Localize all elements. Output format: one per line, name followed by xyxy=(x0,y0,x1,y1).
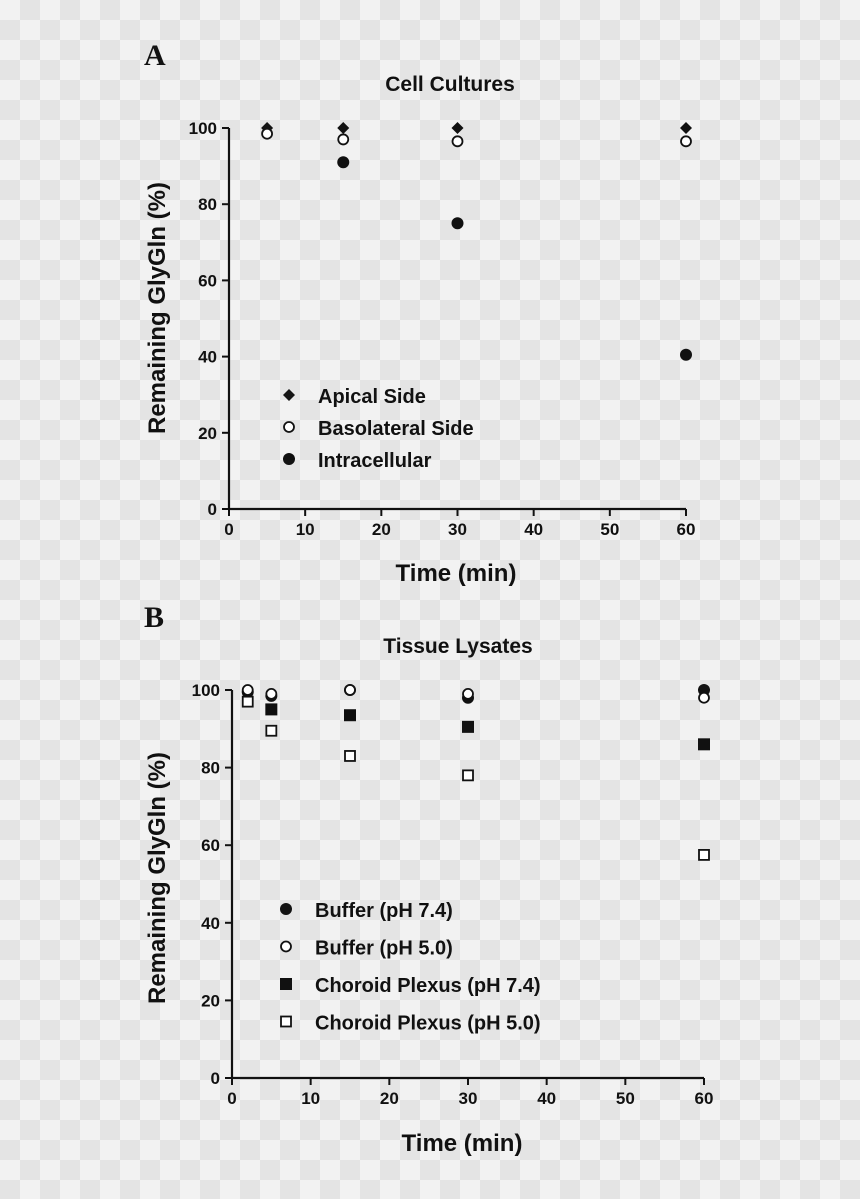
panel-a-y-tick-label: 0 xyxy=(208,500,217,519)
panel-a-x-tick-label: 30 xyxy=(448,520,467,539)
panel-b-legend-label: Buffer (pH 7.4) xyxy=(315,900,453,922)
panel-a-x-tick-label: 0 xyxy=(224,520,233,539)
panel-b-data-point xyxy=(344,709,356,722)
panel-a-legend-label: Apical Side xyxy=(318,386,426,408)
panel-b-x-axis-label: Time (min) xyxy=(402,1130,523,1157)
panel-b-letter: B xyxy=(144,601,164,634)
panel-a-y-tick-label: 60 xyxy=(198,271,217,290)
panel-a-data-point xyxy=(337,122,350,134)
panel-b-data-point xyxy=(241,684,254,696)
panel-b-data-point xyxy=(462,687,474,700)
panel-b-y-tick-label: 100 xyxy=(192,681,220,700)
panel-a-x-tick-label: 50 xyxy=(600,520,619,539)
panel-b-legend-label: Choroid Plexus (pH 7.4) xyxy=(315,975,541,997)
panel-a-ticks: 0 10 20 30 40 50 60 0 20 40 60 80 100 xyxy=(189,119,696,539)
panel-a-x-axis-label: Time (min) xyxy=(396,560,517,587)
panel-b-legend-label: Buffer (pH 5.0) xyxy=(315,938,453,960)
panel-a-marks xyxy=(261,122,692,361)
panel-b: B Tissue Lysates Time (min) Remaining Gl… xyxy=(144,601,713,1157)
panel-b-legend-marker xyxy=(280,1015,292,1028)
panel-b-legend-marker xyxy=(280,940,292,953)
panel-a-data-point xyxy=(261,127,273,140)
panel-a-data-point xyxy=(680,122,692,134)
panel-b-legend-marker xyxy=(280,978,292,990)
panel-a-legend-label: Intracellular xyxy=(318,450,432,472)
panel-a-x-tick-label: 20 xyxy=(372,520,391,539)
panel-a: A Cell Cultures Time (min) Remaining Gly… xyxy=(144,39,695,587)
panel-b-data-point xyxy=(698,691,710,704)
panel-b-data-point xyxy=(698,738,710,751)
panel-a-y-tick-label: 100 xyxy=(189,119,217,138)
panel-a-data-point xyxy=(451,135,464,148)
panel-b-data-point xyxy=(265,703,278,716)
panel-a-y-tick-label: 40 xyxy=(198,348,217,367)
panel-a-y-axis-label: Remaining GlyGln (%) xyxy=(144,182,171,434)
panel-a-title: Cell Cultures xyxy=(385,73,515,96)
panel-b-y-tick-label: 80 xyxy=(201,759,220,778)
panel-b-data-point xyxy=(698,849,710,861)
panel-a-legend-marker xyxy=(283,421,295,433)
panel-a-legend-marker xyxy=(283,453,295,465)
panel-a-x-tick-label: 60 xyxy=(677,520,696,539)
panel-b-y-tick-label: 20 xyxy=(201,991,220,1010)
panel-b-x-tick-label: 0 xyxy=(227,1089,236,1108)
panel-b-y-axis-label: Remaining GlyGln (%) xyxy=(144,752,171,1004)
panel-b-x-tick-label: 30 xyxy=(459,1089,478,1108)
panel-b-data-point xyxy=(265,687,278,700)
panel-a-data-point xyxy=(680,348,692,361)
panel-a-legend-marker xyxy=(283,389,295,401)
panel-a-data-point xyxy=(337,133,350,146)
panel-b-legend-marker xyxy=(280,903,292,915)
panel-b-legend: Buffer (pH 7.4) Buffer (pH 5.0) Choroid Pl… xyxy=(280,900,541,1035)
panel-a-data-point xyxy=(337,156,350,169)
panel-b-title: Tissue Lysates xyxy=(383,635,532,658)
panel-a-x-tick-label: 10 xyxy=(296,520,315,539)
panel-b-legend-label: Choroid Plexus (pH 5.0) xyxy=(315,1013,541,1035)
panel-b-marks xyxy=(241,684,710,861)
panel-b-data-point xyxy=(265,724,278,737)
panel-b-x-tick-label: 10 xyxy=(301,1089,320,1108)
panel-b-data-point xyxy=(462,720,474,733)
panel-b-data-point xyxy=(241,695,254,708)
panel-b-ticks: 0 10 20 30 40 50 60 0 20 40 60 80 100 xyxy=(192,681,714,1108)
panel-b-y-tick-label: 0 xyxy=(211,1069,220,1088)
panel-b-x-tick-label: 20 xyxy=(380,1089,399,1108)
panel-a-y-tick-label: 80 xyxy=(198,195,217,214)
panel-a-y-tick-label: 20 xyxy=(198,424,217,443)
panel-b-data-point xyxy=(344,684,356,696)
panel-b-x-tick-label: 60 xyxy=(695,1089,714,1108)
panel-a-x-tick-label: 40 xyxy=(524,520,543,539)
panel-b-x-tick-label: 50 xyxy=(616,1089,635,1108)
panel-a-legend-label: Basolateral Side xyxy=(318,418,474,440)
panel-a-letter: A xyxy=(144,39,166,72)
panel-b-x-tick-label: 40 xyxy=(537,1089,556,1108)
panel-a-legend: Apical Side Basolateral Side Intracellular xyxy=(283,386,474,472)
panel-b-data-point xyxy=(462,769,474,782)
panel-b-y-tick-label: 60 xyxy=(201,836,220,855)
panel-b-data-point xyxy=(344,750,356,762)
panel-b-y-tick-label: 40 xyxy=(201,914,220,933)
panel-a-data-point xyxy=(451,122,464,134)
panel-a-data-point xyxy=(680,135,692,148)
panel-a-data-point xyxy=(451,217,464,230)
